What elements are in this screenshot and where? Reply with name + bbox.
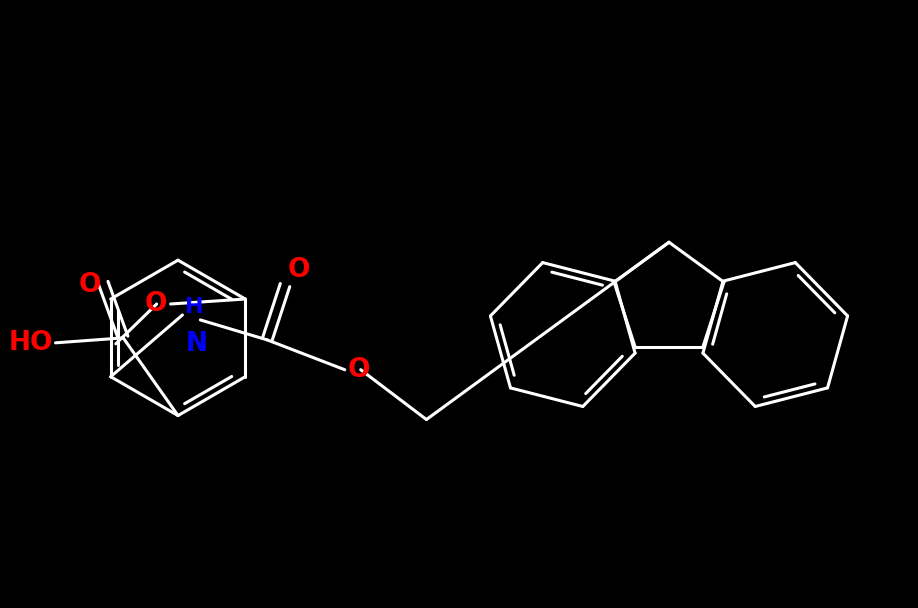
Text: N: N (185, 331, 207, 357)
Text: O: O (79, 272, 101, 298)
Text: O: O (288, 257, 310, 283)
Text: HO: HO (9, 330, 53, 356)
Text: O: O (348, 357, 370, 382)
Text: O: O (145, 291, 168, 317)
Text: H: H (185, 297, 204, 317)
